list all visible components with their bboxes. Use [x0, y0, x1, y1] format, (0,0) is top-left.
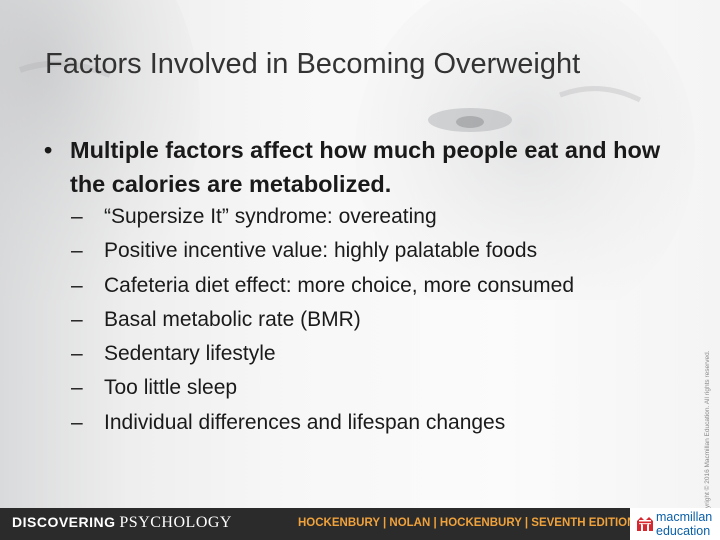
background-face-image [0, 0, 695, 300]
dash-icon: – [71, 342, 83, 366]
main-bullet-text: Multiple factors affect how much people … [70, 137, 661, 197]
dash-icon: – [71, 273, 83, 297]
authors-edition: HOCKENBURY | NOLAN | HOCKENBURY | SEVENT… [298, 517, 636, 529]
book-brand: DISCOVERING PSYCHOLOGY [12, 514, 232, 532]
publisher-logo: macmillan education [630, 508, 720, 540]
brand-psychology: PSYCHOLOGY [119, 514, 232, 531]
slide-title: Factors Involved in Becoming Overweight [45, 48, 581, 80]
dash-icon: – [71, 307, 83, 331]
publisher-name: macmillan education [656, 510, 712, 538]
bullet-dot-icon: • [44, 137, 53, 163]
dash-icon: – [71, 239, 83, 263]
footer-bar: DISCOVERING PSYCHOLOGY HOCKENBURY | NOLA… [0, 508, 720, 540]
dash-icon: – [71, 205, 83, 228]
macmillan-m-icon [637, 517, 653, 531]
copyright-notice: Copyright © 2016 Macmillan Education. Al… [704, 350, 711, 520]
publisher-line2: education [656, 524, 711, 538]
publisher-line1: macmillan [656, 510, 713, 524]
dash-icon: – [71, 376, 83, 400]
brand-discovering: DISCOVERING [12, 514, 116, 530]
dash-icon: – [71, 410, 83, 434]
